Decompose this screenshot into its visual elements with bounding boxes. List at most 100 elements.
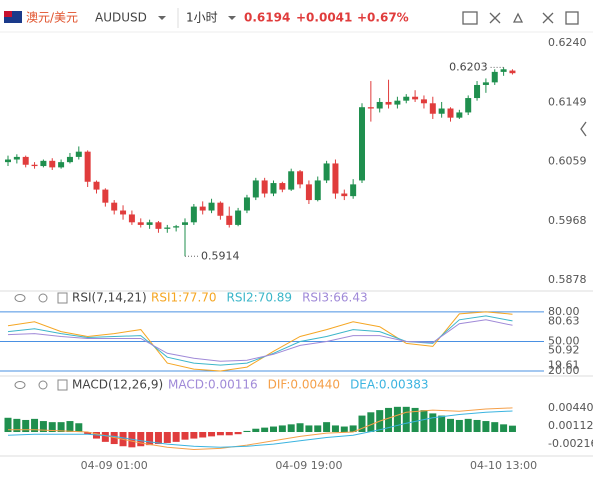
eye-icon[interactable] [14, 381, 26, 389]
macd-bar [199, 432, 207, 438]
macd-bar [172, 432, 180, 442]
y-tick-label: 20.00 [548, 364, 580, 377]
macd-bar [146, 432, 154, 446]
candle-body [40, 160, 47, 167]
macd-bar [420, 410, 428, 433]
candle-body [58, 162, 65, 168]
macd-bar [13, 418, 21, 433]
macd-bar [393, 406, 401, 433]
macd-bar [190, 432, 198, 439]
price-change: +0.0041 [296, 11, 352, 25]
candle-body [146, 222, 153, 225]
macd-bar [508, 425, 516, 433]
candle-body [350, 184, 357, 197]
candle-body [412, 96, 419, 100]
candle-body [500, 69, 507, 72]
macd-bar [411, 407, 419, 433]
candle-body [199, 206, 206, 211]
candle-body [332, 163, 339, 194]
dropdown-arrow[interactable] [158, 16, 166, 20]
candle-body [420, 99, 427, 104]
settings-icon[interactable] [38, 380, 48, 390]
collapse-button[interactable] [580, 121, 587, 137]
candle-body [226, 215, 233, 225]
candle-body [84, 151, 91, 182]
settings-icon[interactable] [38, 293, 48, 303]
axis-marker-label: 80.63 [548, 314, 580, 327]
candle-body [367, 107, 374, 109]
candle-body [297, 171, 304, 185]
menu-icon[interactable] [57, 379, 68, 391]
candle-body [394, 100, 401, 105]
axis-marker-label: 19.61 [548, 358, 580, 371]
candle-body [341, 193, 348, 197]
symbol-code[interactable]: AUDUSD [95, 11, 147, 25]
candle-body [155, 222, 162, 229]
price-change-pct: +0.67% [357, 11, 409, 25]
panel-title: RSI(7,14,21) [72, 291, 147, 305]
macd-bar [48, 422, 56, 433]
macd-bar [225, 432, 233, 436]
candle-body [13, 156, 20, 160]
candle-body [447, 108, 454, 118]
menu-icon[interactable] [57, 292, 68, 304]
candle-body [270, 183, 277, 194]
macd-bar [22, 419, 30, 433]
indicator-button[interactable] [462, 11, 478, 25]
candle-body [208, 202, 215, 211]
candle-body [456, 112, 463, 118]
candle-body [438, 108, 445, 114]
panel-title: MACD(12,26,9) [72, 378, 163, 392]
candle-body [93, 181, 100, 190]
candle-body [509, 70, 516, 74]
macd-bar [305, 425, 313, 433]
candle-body [376, 101, 383, 109]
macd-bar [358, 415, 366, 433]
candle-body [173, 226, 180, 228]
candle-body [288, 171, 295, 190]
rsi-line [7, 315, 513, 366]
macd-bar [137, 432, 145, 447]
candle-body [235, 210, 242, 225]
macd-bar [491, 422, 499, 433]
macd-bar [482, 421, 490, 433]
candle-body [491, 71, 498, 83]
macd-bar [323, 422, 331, 433]
y-tick-label: 0.5878 [548, 273, 587, 286]
y-tick-label: 0.00112 [548, 419, 593, 432]
candle-body [137, 222, 144, 225]
fullscreen-button[interactable] [542, 12, 554, 24]
candle-body [465, 98, 472, 113]
candle-body [261, 180, 268, 194]
candle-body [22, 156, 29, 165]
flag-icon-part [4, 11, 12, 17]
macd-bar [367, 412, 375, 433]
tool-button[interactable] [512, 12, 524, 23]
macd-bar [438, 415, 446, 433]
macd-bar [314, 425, 322, 433]
candle-body [164, 227, 171, 229]
draw-button[interactable] [489, 12, 501, 24]
annotation-label: 0.5914 [201, 249, 240, 262]
macd-bar [154, 432, 162, 445]
macd-bar [278, 425, 286, 433]
legend-entry: RSI1:77.70 [151, 291, 217, 305]
eye-icon[interactable] [14, 294, 26, 302]
macd-bar [208, 432, 216, 437]
window-button[interactable] [565, 11, 579, 25]
price: 0.6194 [244, 11, 290, 25]
macd-bar [101, 432, 109, 442]
macd-bar [447, 418, 454, 433]
interval[interactable]: 1小时 [186, 11, 218, 25]
candle-body [190, 206, 197, 223]
candle-body [75, 151, 82, 157]
dropdown-arrow[interactable] [228, 16, 236, 20]
legend-entry: RSI2:70.89 [227, 291, 293, 305]
macd-bar [331, 425, 339, 433]
macd-bar [39, 421, 47, 433]
candle-body [474, 84, 481, 99]
symbol-name[interactable]: 澳元/美元 [26, 11, 78, 25]
candle-body [102, 189, 109, 203]
